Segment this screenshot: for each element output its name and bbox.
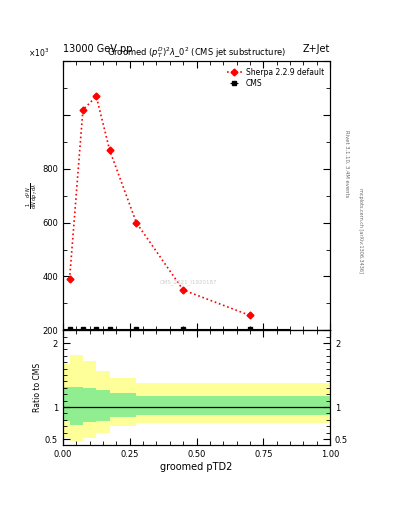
Sherpa 2.2.9 default (248, 312, 252, 318)
Y-axis label: Ratio to CMS: Ratio to CMS (33, 364, 42, 412)
Sherpa 2.2.9 default (181, 287, 185, 293)
Sherpa 2.2.9 default (107, 147, 112, 153)
X-axis label: groomed pTD2: groomed pTD2 (160, 462, 233, 472)
Sherpa 2.2.9 default (134, 220, 139, 226)
Title: Groomed $(p_T^D)^2\lambda\_0^2$ (CMS jet substructure): Groomed $(p_T^D)^2\lambda\_0^2$ (CMS jet… (107, 46, 286, 60)
Legend: Sherpa 2.2.9 default, CMS: Sherpa 2.2.9 default, CMS (224, 65, 326, 90)
Y-axis label: $\frac{1}{\mathrm{d}N}\,\frac{\mathrm{d}^2 N}{\mathrm{d}p_T\,\mathrm{d}\lambda}$: $\frac{1}{\mathrm{d}N}\,\frac{\mathrm{d}… (24, 183, 41, 209)
Line: Sherpa 2.2.9 default: Sherpa 2.2.9 default (67, 94, 252, 318)
Text: mcplots.cern.ch [arXiv:1306.3436]: mcplots.cern.ch [arXiv:1306.3436] (358, 188, 363, 273)
Sherpa 2.2.9 default (81, 106, 85, 113)
Text: CMS_2021_I1920187: CMS_2021_I1920187 (160, 279, 217, 285)
Sherpa 2.2.9 default (67, 276, 72, 282)
Text: $\times 10^3$: $\times 10^3$ (28, 47, 50, 59)
Text: 13000 GeV pp: 13000 GeV pp (63, 44, 132, 54)
Text: Z+Jet: Z+Jet (303, 44, 330, 54)
Text: Rivet 3.1.10, 3.4M events: Rivet 3.1.10, 3.4M events (344, 130, 349, 198)
Sherpa 2.2.9 default (94, 93, 99, 99)
